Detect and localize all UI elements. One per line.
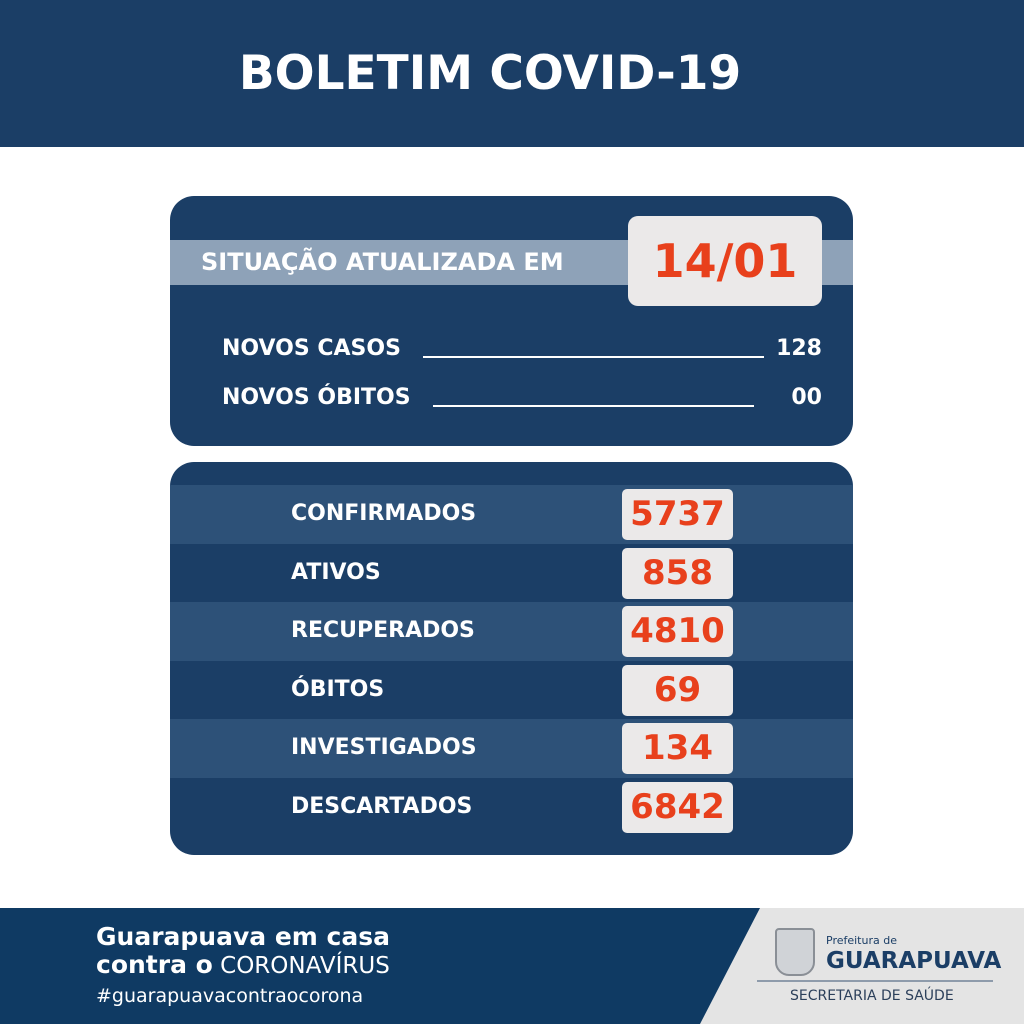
stat-row-confirmados: CONFIRMADOS 5737 bbox=[170, 485, 853, 544]
update-date: 14/01 bbox=[628, 216, 822, 306]
leader-line bbox=[423, 356, 764, 358]
logo-department: SECRETARIA DE SAÚDE bbox=[790, 988, 954, 1004]
stat-value: 858 bbox=[622, 548, 733, 599]
city-crest-icon bbox=[775, 928, 815, 976]
campaign-line-2-rest: CORONAVÍRUS bbox=[220, 953, 390, 979]
stat-label: DESCARTADOS bbox=[291, 794, 473, 819]
update-label: SITUAÇÃO ATUALIZADA EM bbox=[201, 248, 564, 276]
stat-label: ÓBITOS bbox=[291, 677, 385, 702]
campaign-hashtag: #guarapuavacontraocorona bbox=[96, 985, 364, 1007]
stats-card: CONFIRMADOS 5737 ATIVOS 858 RECUPERADOS 481… bbox=[170, 462, 853, 855]
stat-value: 6842 bbox=[622, 782, 733, 833]
campaign-line-2: contra o CORONAVÍRUS bbox=[96, 950, 390, 979]
stat-value: 134 bbox=[622, 723, 733, 774]
stat-value: 4810 bbox=[622, 606, 733, 657]
campaign-line-2-bold: contra o bbox=[96, 950, 213, 979]
stat-row-descartados: DESCARTADOS 6842 bbox=[170, 778, 853, 837]
new-deaths-label: NOVOS ÓBITOS bbox=[222, 385, 411, 410]
new-deaths-row: NOVOS ÓBITOS 00 bbox=[222, 385, 822, 415]
stat-row-ativos: ATIVOS 858 bbox=[170, 544, 853, 603]
stat-value: 5737 bbox=[622, 489, 733, 540]
stat-label: ATIVOS bbox=[291, 560, 381, 585]
new-deaths-value: 00 bbox=[791, 385, 822, 410]
footer: Guarapuava em casa contra o CORONAVÍRUS … bbox=[0, 908, 1024, 1024]
stat-value: 69 bbox=[622, 665, 733, 716]
new-cases-label: NOVOS CASOS bbox=[222, 336, 401, 361]
stat-label: CONFIRMADOS bbox=[291, 501, 477, 526]
stat-label: INVESTIGADOS bbox=[291, 735, 477, 760]
logo-divider bbox=[757, 980, 993, 982]
page-title: BOLETIM COVID-19 bbox=[238, 46, 742, 101]
footer-campaign-panel bbox=[0, 908, 760, 1024]
stat-row-obitos: ÓBITOS 69 bbox=[170, 661, 853, 720]
update-card: SITUAÇÃO ATUALIZADA EM 14/01 NOVOS CASOS… bbox=[170, 196, 853, 446]
stat-row-investigados: INVESTIGADOS 134 bbox=[170, 719, 853, 778]
campaign-line-1: Guarapuava em casa bbox=[96, 922, 390, 951]
stat-label: RECUPERADOS bbox=[291, 618, 475, 643]
stat-row-recuperados: RECUPERADOS 4810 bbox=[170, 602, 853, 661]
logo-city: GUARAPUAVA bbox=[826, 948, 1002, 974]
new-cases-value: 128 bbox=[776, 336, 822, 361]
new-cases-row: NOVOS CASOS 128 bbox=[222, 336, 822, 366]
header-banner: BOLETIM COVID-19 bbox=[0, 0, 1024, 147]
leader-line bbox=[433, 405, 754, 407]
logo-prefix: Prefeitura de bbox=[826, 934, 897, 947]
